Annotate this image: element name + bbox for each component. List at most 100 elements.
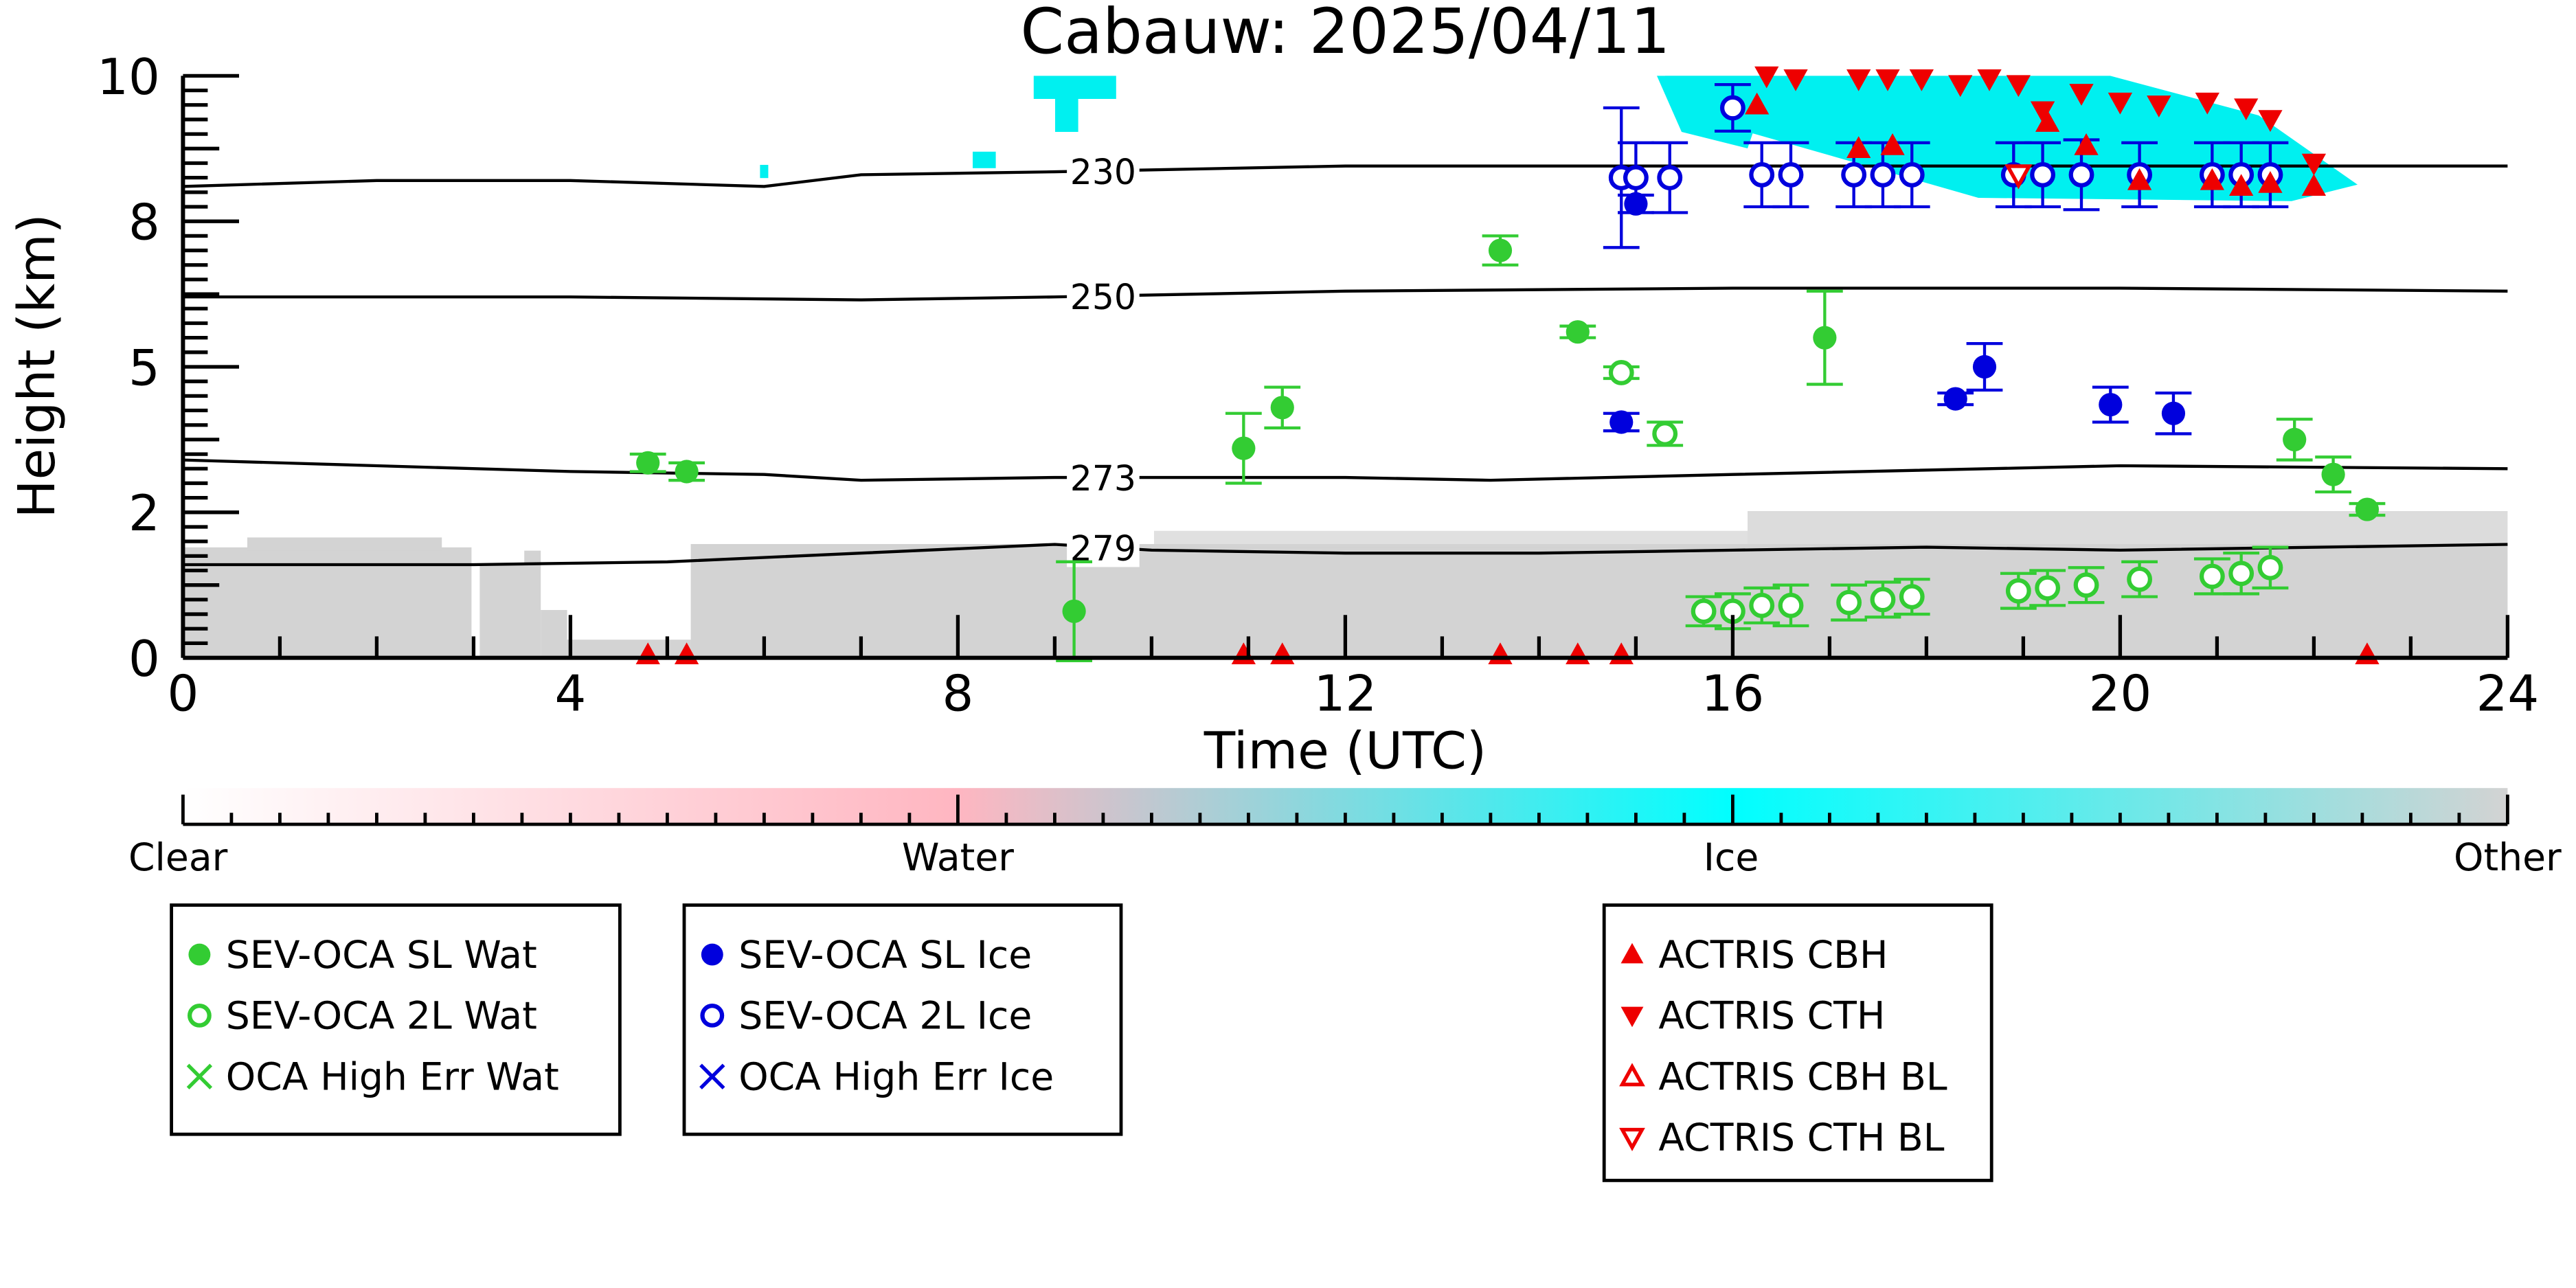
data-point (1062, 599, 1086, 623)
legend-actris: ACTRIS CBH ACTRIS CTH ACTRIS CBH BL ACTRIS … (1602, 903, 1993, 1182)
legend-marker (1620, 1006, 1644, 1028)
x-tick-label: 8 (942, 664, 973, 722)
data-point (1749, 592, 1775, 618)
data-series (629, 66, 2386, 665)
legend-water: SEV-OCA SL Wat SEV-OCA 2L Wat OCA High Err… (170, 903, 622, 1136)
legend-ice-frame (682, 903, 1123, 1136)
contour-label-bg (1067, 150, 1140, 191)
data-point (1754, 66, 1779, 89)
data-point (1609, 410, 1634, 434)
legend-label: SEV-OCA SL Wat (226, 934, 537, 978)
data-point (1870, 162, 1896, 188)
data-point (2127, 566, 2153, 592)
colorbar: Clear Water Ice Other (128, 788, 2562, 880)
legend-label: SEV-OCA 2L Ice (738, 995, 1032, 1039)
contour-label-bg (1067, 276, 1140, 316)
legend-marker (701, 943, 723, 966)
data-point (2006, 75, 2031, 98)
data-point (1749, 162, 1775, 188)
colorbar-label-ice: Ice (1704, 836, 1759, 880)
legend-label: ACTRIS CBH (1658, 934, 1888, 978)
legend-label: SEV-OCA 2L Wat (226, 995, 537, 1039)
y-tick-label: 2 (128, 484, 160, 542)
data-point (2005, 578, 2031, 604)
series-sev-oca-2l-wat (1603, 360, 2289, 631)
data-point (2074, 133, 2099, 155)
legend-label: OCA High Err Ice (738, 1055, 1054, 1099)
data-point (2195, 92, 2219, 115)
series-actris-cth-bl (2004, 164, 2033, 190)
contour-label-bg (1067, 457, 1140, 497)
data-point (1943, 387, 1967, 411)
data-point (2258, 110, 2283, 133)
x-tick-label: 20 (2089, 664, 2152, 722)
data-point (1977, 69, 2002, 91)
chart-title: Cabauw: 2025/04/11 (1020, 0, 1670, 68)
data-point (2321, 462, 2345, 486)
data-point (636, 451, 660, 475)
data-point (1841, 162, 1867, 188)
data-point (1948, 75, 1973, 98)
y-tick-label: 0 (128, 630, 160, 688)
contour-279 (183, 543, 2508, 567)
data-point (2127, 168, 2152, 190)
data-point (1657, 165, 1683, 191)
data-point (2161, 401, 2186, 425)
series-sev-oca-sl-ice (1603, 192, 2192, 436)
data-point (2147, 95, 2171, 117)
data-point (2199, 563, 2225, 589)
data-point (2099, 392, 2123, 417)
data-point (1909, 69, 1934, 91)
x-tick-label: 12 (1314, 664, 1377, 722)
data-point (1870, 587, 1896, 613)
legend-marker (188, 943, 211, 966)
data-point (2229, 174, 2254, 196)
data-point (1745, 92, 1770, 115)
data-point (2301, 153, 2327, 176)
legend-marker (1620, 942, 1644, 964)
data-point (2108, 92, 2133, 115)
x-tick-label: 4 (554, 664, 586, 722)
legend-marker (699, 1063, 725, 1089)
data-point (2258, 171, 2283, 193)
legend-label: ACTRIS CBH BL (1658, 1055, 1947, 1099)
cloud-mask-other (183, 511, 2508, 658)
contour-label: 273 (1070, 458, 1136, 499)
data-point (1719, 95, 1745, 121)
contour-273 (183, 458, 2508, 482)
data-point (675, 460, 699, 484)
legend-marker (188, 1004, 212, 1028)
data-point (2068, 162, 2094, 188)
data-point (1652, 421, 1678, 447)
colorbar-ticks (181, 794, 2509, 825)
legend-label: OCA High Err Wat (226, 1055, 559, 1099)
contour-label: 250 (1070, 277, 1136, 317)
x-axis-label: Time (UTC) (1204, 721, 1487, 780)
legend-water-frame (170, 903, 622, 1136)
data-point (1899, 584, 1925, 610)
data-point (1778, 162, 1804, 188)
y-ticks: 0 2 5 8 10 (97, 48, 240, 688)
data-point (2301, 174, 2327, 196)
legend-label: ACTRIS CTH BL (1658, 1116, 1944, 1160)
y-tick-label: 5 (128, 339, 160, 396)
legend-actris-frame (1602, 903, 1993, 1182)
data-point (2355, 497, 2380, 521)
data-point (1846, 136, 1871, 158)
contour-label: 230 (1070, 152, 1136, 192)
colorbar-label-clear: Clear (128, 836, 228, 880)
axes: 0 4 8 12 16 20 24 0 2 5 8 10 (97, 48, 2539, 723)
data-point (1566, 320, 1590, 344)
data-point (2004, 164, 2033, 190)
y-tick-label: 10 (97, 48, 160, 106)
data-point (1836, 589, 1862, 615)
data-point (1899, 162, 1925, 188)
legend-marker (1619, 1127, 1645, 1151)
data-point (1972, 354, 1997, 379)
data-point (2069, 84, 2094, 106)
series-sev-oca-sl-wat (629, 234, 2386, 662)
cloud-mask (183, 76, 2508, 658)
data-point (1778, 592, 1804, 618)
legend-label: ACTRIS CTH (1658, 995, 1885, 1039)
y-axis-label: Height (km) (7, 214, 67, 518)
